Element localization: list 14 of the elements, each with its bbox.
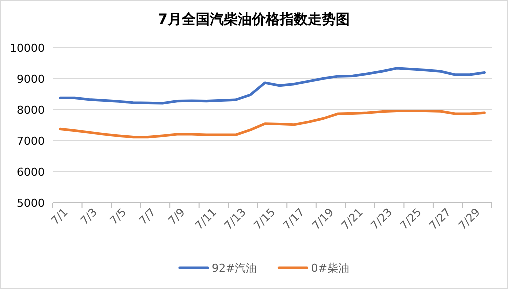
legend-label: 0#柴油: [311, 262, 350, 275]
x-tick-label: 7/1: [48, 206, 71, 228]
x-tick-label: 7/3: [78, 206, 100, 228]
legend-label: 92#汽油: [212, 262, 258, 275]
chart-title: 7月全国汽柴油价格指数走势图: [158, 12, 350, 28]
y-tick-label: 9000: [17, 73, 45, 86]
x-tick-label: 7/7: [136, 206, 158, 228]
y-tick-label: 5000: [17, 197, 45, 210]
x-tick-label: 7/9: [166, 206, 188, 228]
x-tick-label: 7/5: [108, 206, 130, 228]
y-tick-label: 10000: [10, 42, 45, 55]
y-tick-label: 6000: [17, 166, 45, 179]
y-tick-label: 7000: [17, 135, 45, 148]
y-tick-label: 8000: [17, 104, 45, 117]
